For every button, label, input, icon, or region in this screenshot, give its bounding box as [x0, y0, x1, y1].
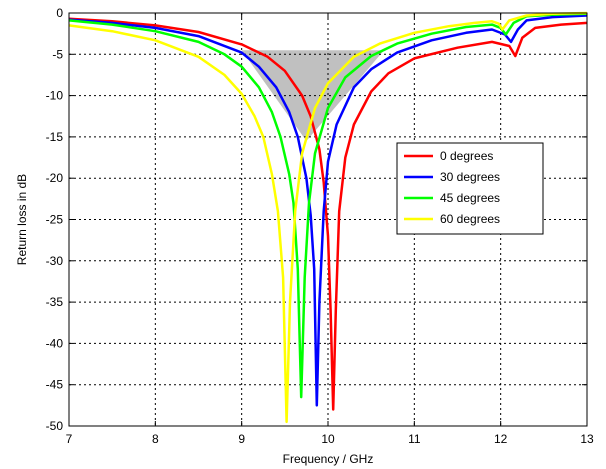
y-tick-label: -10: [46, 89, 64, 103]
x-tick-label: 11: [408, 432, 421, 446]
y-tick-label: -45: [46, 378, 64, 392]
y-tick-label: -40: [46, 336, 64, 350]
legend-label-1: 0 degrees: [440, 149, 493, 163]
x-tick-label: 7: [66, 432, 73, 446]
y-tick-label: -20: [46, 171, 64, 185]
legend-label-2: 30 degrees: [440, 170, 500, 184]
legend-box: [396, 142, 544, 235]
y-tick-label: -35: [46, 295, 64, 309]
tick-label-layer: 7 8 9 10 11 12 13 0 -5 -10 -15 -20 -25 -30 -35 -40 -45 -5…: [46, 6, 594, 446]
y-tick-label: -15: [46, 130, 64, 144]
y-tick-label: 0: [56, 6, 63, 20]
series-layer: [68, 11, 588, 424]
x-axis-label: Frequency / GHz: [283, 452, 374, 466]
y-tick-label: -50: [46, 419, 64, 433]
legend-label-3: 45 degrees: [440, 191, 500, 205]
tick-layer: [68, 12, 588, 427]
x-tick-label: 10: [321, 432, 335, 446]
y-tick-label: -25: [46, 213, 64, 227]
series-line-4: [68, 11, 588, 424]
shaded-region: [241, 50, 385, 142]
x-tick-label: 12: [494, 432, 508, 446]
x-tick-label: 9: [238, 432, 245, 446]
shaded-region-layer: [241, 50, 385, 142]
y-axis-label: Return loss in dB: [15, 174, 29, 265]
y-tick-label: -5: [52, 47, 63, 61]
y-tick-label: -30: [46, 254, 64, 268]
x-tick-label: 13: [580, 432, 594, 446]
x-tick-label: 8: [152, 432, 159, 446]
legend: 0 degrees 30 degrees 45 degrees 60 degrees: [396, 142, 544, 235]
legend-label-4: 60 degrees: [440, 212, 500, 226]
series-line-1: [68, 17, 588, 411]
series-line-2: [68, 14, 588, 407]
